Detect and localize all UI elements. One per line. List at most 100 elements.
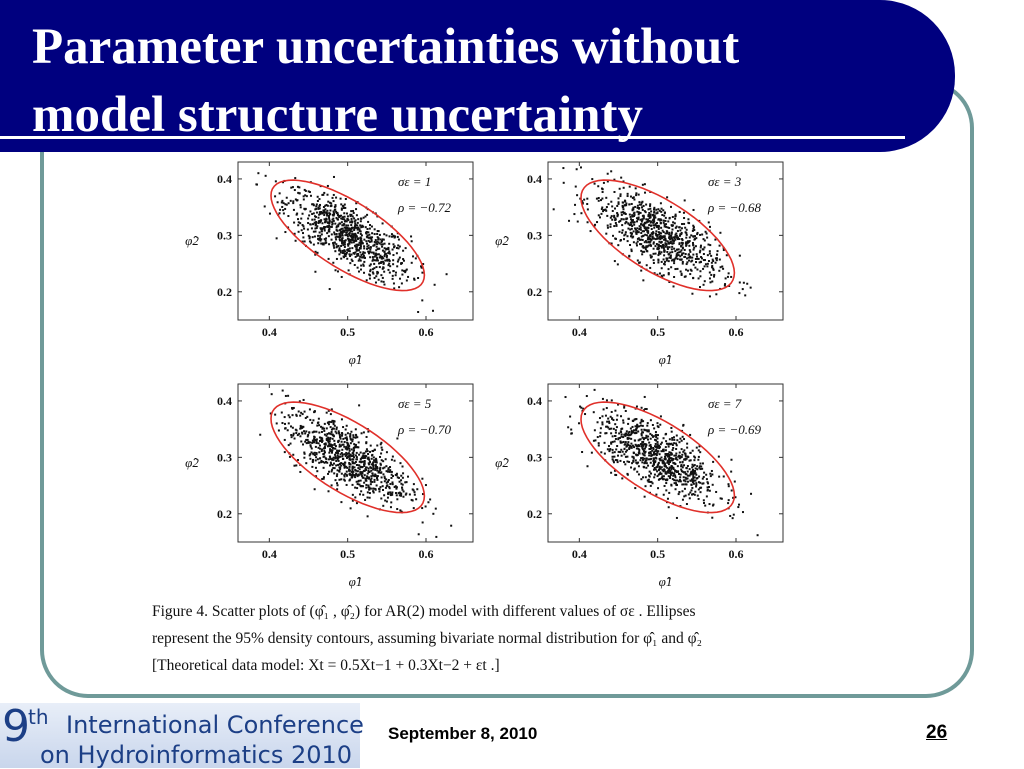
data-point <box>431 309 434 312</box>
data-point <box>637 216 640 219</box>
data-point <box>379 468 382 471</box>
data-point <box>646 220 649 223</box>
data-point <box>396 498 399 501</box>
data-point <box>316 470 319 473</box>
data-point <box>699 246 702 249</box>
data-point <box>356 243 359 246</box>
data-point <box>347 244 350 247</box>
data-point <box>319 239 322 242</box>
data-point <box>685 236 688 239</box>
data-point <box>320 450 323 453</box>
data-point <box>293 232 296 235</box>
data-point <box>648 219 651 222</box>
data-point <box>346 456 349 459</box>
data-point <box>617 202 620 205</box>
footer-date: September 8, 2010 <box>388 724 538 743</box>
data-point <box>605 425 608 428</box>
data-point <box>365 232 368 235</box>
data-point <box>374 460 377 463</box>
data-point <box>628 447 631 450</box>
data-point <box>644 211 647 214</box>
data-point <box>334 455 337 458</box>
data-point <box>715 259 718 262</box>
data-point <box>674 474 677 477</box>
data-point <box>657 461 660 464</box>
data-point <box>619 430 622 433</box>
data-point <box>378 262 381 265</box>
data-point <box>380 243 383 246</box>
data-point <box>371 232 374 235</box>
data-point <box>679 250 682 253</box>
data-point <box>421 507 424 510</box>
data-point <box>680 233 683 236</box>
data-point <box>704 230 707 233</box>
data-point <box>323 429 326 432</box>
data-point <box>696 465 699 468</box>
data-point <box>672 466 675 469</box>
data-point <box>710 261 713 264</box>
data-point <box>358 453 361 456</box>
data-point <box>631 425 634 428</box>
data-point <box>405 279 408 282</box>
data-point <box>391 491 394 494</box>
data-point <box>648 470 651 473</box>
data-point <box>320 459 323 462</box>
data-point <box>632 459 635 462</box>
data-point <box>701 467 704 470</box>
data-point <box>654 216 657 219</box>
data-point <box>328 220 331 223</box>
data-point <box>671 438 674 441</box>
data-point <box>347 238 350 241</box>
data-point <box>341 204 344 207</box>
data-point <box>701 482 704 485</box>
data-point <box>355 446 358 449</box>
data-point <box>338 466 341 469</box>
data-point <box>292 200 295 203</box>
data-point <box>683 438 686 441</box>
data-point <box>383 480 386 483</box>
data-point <box>394 274 397 277</box>
data-point <box>327 436 330 439</box>
data-point <box>351 215 354 218</box>
data-point <box>719 497 722 500</box>
data-point <box>450 524 453 527</box>
data-point <box>317 220 320 223</box>
data-point <box>387 467 390 470</box>
data-point <box>589 230 592 233</box>
data-point <box>398 256 401 259</box>
data-point <box>601 191 604 194</box>
data-point <box>651 464 654 467</box>
data-point <box>338 445 341 448</box>
data-point <box>334 457 337 460</box>
data-point <box>388 250 391 253</box>
data-point <box>632 460 635 463</box>
data-point <box>730 470 733 473</box>
data-point <box>658 478 661 481</box>
data-point <box>688 459 691 462</box>
data-point <box>562 181 565 184</box>
data-point <box>638 450 641 453</box>
data-point <box>292 202 295 205</box>
data-point <box>417 277 420 280</box>
data-point <box>333 231 336 234</box>
data-point <box>666 461 669 464</box>
data-point <box>344 428 347 431</box>
data-point <box>660 477 663 480</box>
data-point <box>308 240 311 243</box>
data-point <box>686 474 689 477</box>
data-point <box>329 445 332 448</box>
data-point <box>348 229 351 232</box>
data-point <box>387 493 390 496</box>
data-point <box>647 231 650 234</box>
data-point <box>601 206 604 209</box>
data-point <box>635 217 638 220</box>
data-point <box>392 254 395 257</box>
data-point <box>692 276 695 279</box>
data-point <box>325 439 328 442</box>
data-point <box>358 468 361 471</box>
data-point <box>664 433 667 436</box>
scatter-panel: 0.4 0.5 0.60.20.30.4φ̂1φ̂2σε = 1ρ = −0.72 <box>185 161 474 367</box>
data-point <box>320 430 323 433</box>
data-point <box>652 259 655 262</box>
data-point <box>642 230 645 233</box>
